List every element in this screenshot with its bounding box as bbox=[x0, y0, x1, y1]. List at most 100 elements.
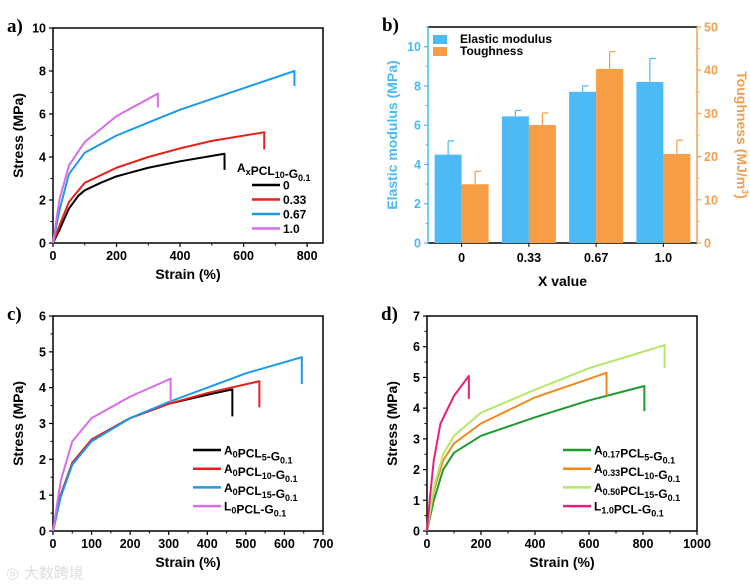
label-segment: -G bbox=[272, 468, 285, 482]
x-tick-label: 200 bbox=[120, 537, 141, 551]
label-segment: A bbox=[224, 481, 233, 495]
x-tick-label: 1000 bbox=[683, 537, 711, 551]
y-tick-label: 2 bbox=[414, 197, 421, 211]
legend-label: A0PCL10-G0.1 bbox=[224, 462, 298, 484]
y-tick-label: 8 bbox=[414, 79, 421, 93]
label-subscript: 0 bbox=[231, 506, 236, 516]
legend-label: A0.33PCL10-G0.1 bbox=[594, 462, 680, 484]
label-segment: PCL-G bbox=[236, 503, 273, 517]
y-tick-label: 1 bbox=[413, 494, 420, 508]
legend-label: 0.33 bbox=[283, 193, 307, 207]
y-tick-label: 0 bbox=[39, 237, 46, 251]
label-segment: PCL-G bbox=[614, 503, 651, 517]
x-tick-label: 600 bbox=[233, 249, 254, 263]
series-line-2 bbox=[426, 344, 666, 532]
series-line-0 bbox=[52, 152, 226, 244]
y-tick-label: 8 bbox=[39, 65, 46, 79]
y-tick-label: 10 bbox=[32, 22, 46, 36]
legend-label: A0PCL15-G0.1 bbox=[224, 481, 298, 503]
label-subscript: 15 bbox=[644, 490, 654, 500]
series-line-3 bbox=[52, 92, 159, 244]
label-segment: PCL bbox=[620, 465, 644, 479]
label-segment: A bbox=[594, 481, 603, 495]
x-tick-label: 400 bbox=[197, 537, 218, 551]
label-segment: -G bbox=[654, 487, 667, 501]
label-segment: 1.0 bbox=[283, 222, 300, 236]
bar-toughness bbox=[461, 184, 489, 243]
legend-label: A0PCL5-G0.1 bbox=[224, 444, 293, 466]
label-segment: A bbox=[594, 462, 603, 476]
series-line-3 bbox=[426, 374, 470, 532]
x-tick-label: 600 bbox=[274, 537, 295, 551]
x-tick-label: 700 bbox=[313, 537, 334, 551]
label-subscript: 0.1 bbox=[298, 173, 311, 183]
y-axis-label: Stress (MPa) bbox=[10, 381, 26, 466]
y-tick-label: 2 bbox=[39, 194, 46, 208]
label-subscript: 5 bbox=[644, 453, 649, 463]
label-segment: -G bbox=[285, 167, 298, 181]
series-line-3 bbox=[52, 377, 172, 532]
label-subscript: 0 bbox=[233, 487, 238, 497]
y-tick-label: 3 bbox=[39, 417, 46, 431]
y-tick-label: 4 bbox=[413, 402, 420, 416]
label-subscript: 0.1 bbox=[668, 493, 681, 503]
label-segment: -G bbox=[649, 450, 662, 464]
legend-label: A0.17PCL5-G0.1 bbox=[594, 444, 675, 466]
label-segment: A bbox=[237, 161, 246, 175]
legend-label: Elastic modulus bbox=[460, 32, 552, 46]
label-segment: A bbox=[224, 462, 233, 476]
y-right-tick-label: 0 bbox=[704, 237, 711, 251]
label-segment: A bbox=[224, 444, 233, 458]
panel-b: b) 0 2 4 6 8 10 0 10 20 30 40 50 0 0.33 0.67 1.0 X value E… bbox=[382, 15, 750, 289]
y-tick-label: 1 bbox=[39, 489, 46, 503]
legend-swatch bbox=[433, 47, 447, 56]
panel-a: a) 0 200 400 600 800 0 2 4 6 8 10 Strain (%) Stress (… bbox=[7, 16, 324, 282]
label-subscript: 0.33 bbox=[603, 468, 621, 478]
x-tick-label: 1.0 bbox=[655, 251, 672, 265]
x-tick-label: 100 bbox=[81, 537, 102, 551]
panel-label: c) bbox=[7, 304, 22, 325]
x-tick-label: 200 bbox=[106, 249, 127, 263]
label-subscript: 0.50 bbox=[603, 487, 621, 497]
legend-label: 1.0 bbox=[283, 222, 300, 236]
label-segment: 0 bbox=[283, 179, 290, 193]
label-subscript: 0.1 bbox=[274, 509, 287, 519]
legend-label: L1.0PCL-G0.1 bbox=[594, 500, 664, 519]
label-subscript: 0 bbox=[233, 468, 238, 478]
y-tick-label: 4 bbox=[39, 381, 46, 395]
series-line-0 bbox=[426, 385, 646, 532]
y-tick-label: 4 bbox=[414, 158, 421, 172]
label-subscript: 0.1 bbox=[285, 474, 298, 484]
label-subscript: 10 bbox=[275, 170, 285, 180]
y-tick-label: 7 bbox=[413, 310, 420, 324]
y-right-axis-label: Toughness (MJ/m3) bbox=[734, 71, 750, 199]
x-tick-label: 800 bbox=[633, 537, 654, 551]
label-subscript: 10 bbox=[262, 471, 272, 481]
x-tick-label: 0 bbox=[50, 537, 57, 551]
legend-label: A0.50PCL15-G0.1 bbox=[594, 481, 680, 503]
label-segment: PCL bbox=[238, 465, 262, 479]
label-subscript: 10 bbox=[644, 471, 654, 481]
label-subscript: 0 bbox=[233, 450, 238, 460]
bar-toughness bbox=[528, 125, 556, 243]
series-line-2 bbox=[52, 70, 296, 244]
label-segment: PCL bbox=[620, 447, 644, 461]
panel-label: d) bbox=[381, 304, 398, 325]
x-tick-label: 800 bbox=[297, 249, 318, 263]
y-right-tick-label: 40 bbox=[704, 64, 718, 78]
series-line-1 bbox=[52, 131, 266, 244]
y-tick-label: 6 bbox=[413, 340, 420, 354]
bar-elastic-modulus bbox=[636, 81, 664, 244]
x-tick-label: 400 bbox=[170, 249, 191, 263]
x-tick-label: 300 bbox=[158, 537, 179, 551]
bar-elastic-modulus bbox=[501, 116, 529, 243]
y-right-tick-label: 10 bbox=[704, 193, 718, 207]
x-axis-label: Strain (%) bbox=[155, 266, 220, 282]
y-axis-label: Stress (MPa) bbox=[384, 381, 400, 466]
label-subscript: 0.1 bbox=[651, 509, 664, 519]
series-line-0 bbox=[52, 388, 234, 532]
label-subscript: 15 bbox=[262, 490, 272, 500]
label-segment: PCL bbox=[238, 484, 262, 498]
y-tick-label: 2 bbox=[413, 463, 420, 477]
